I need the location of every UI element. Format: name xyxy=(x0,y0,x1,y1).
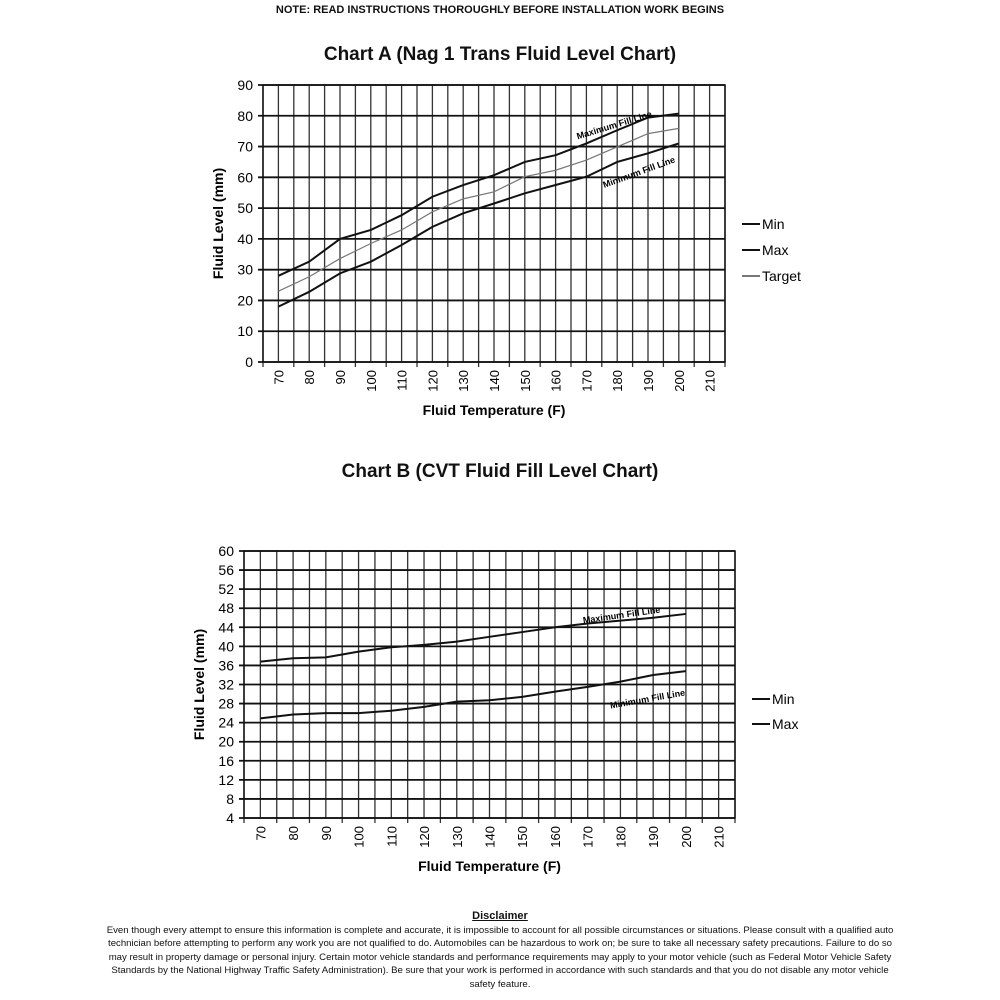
series-line-min xyxy=(260,670,687,720)
y-tick-label: 60 xyxy=(218,543,234,559)
y-tick-label: 50 xyxy=(237,200,253,216)
disclaimer-text: Even though every attempt to ensure this… xyxy=(106,924,894,990)
x-tick-label: 190 xyxy=(646,826,661,848)
y-tick-label: 48 xyxy=(218,600,234,616)
x-tick-label: 150 xyxy=(518,370,533,392)
x-tick-label: 160 xyxy=(549,370,564,392)
x-tick-label: 130 xyxy=(456,370,471,392)
x-tick-label: 80 xyxy=(302,370,317,384)
x-tick-label: 210 xyxy=(703,370,718,392)
x-tick-label: 170 xyxy=(581,826,596,848)
y-tick-label: 16 xyxy=(218,753,234,769)
x-tick-label: 170 xyxy=(579,370,594,392)
x-tick-label: 70 xyxy=(271,370,286,384)
x-tick-label: 80 xyxy=(286,826,301,840)
x-tick-label: 120 xyxy=(417,826,432,848)
x-tick-label: 90 xyxy=(333,370,348,384)
x-tick-label: 130 xyxy=(450,826,465,848)
x-tick-label: 140 xyxy=(487,370,502,392)
y-tick-label: 44 xyxy=(218,619,234,635)
plot-border xyxy=(243,550,736,819)
x-tick-label: 100 xyxy=(352,826,367,848)
y-tick-label: 24 xyxy=(218,715,234,731)
x-tick-label: 200 xyxy=(679,826,694,848)
series-line-target xyxy=(278,127,679,292)
y-tick-label: 40 xyxy=(218,638,234,654)
installation-note: NOTE: READ INSTRUCTIONS THOROUGHLY BEFOR… xyxy=(275,4,725,16)
chart-a: 0 10 20 30 40 50 60 70 80 90 70 80 90 100 110 120 130 140… xyxy=(210,77,801,418)
y-tick-label: 8 xyxy=(226,791,234,807)
x-tick-label: 140 xyxy=(483,826,498,848)
legend-label: Max xyxy=(762,242,788,258)
series-line-max xyxy=(277,112,679,277)
x-tick-label: 160 xyxy=(548,826,563,848)
x-tick-label: 100 xyxy=(364,370,379,392)
y-tick-label: 20 xyxy=(218,734,234,750)
y-tick-label: 28 xyxy=(218,696,234,712)
y-tick-label: 12 xyxy=(218,772,234,788)
x-tick-label: 180 xyxy=(613,826,628,848)
x-tick-label: 110 xyxy=(384,826,399,847)
chart-b-title: Chart B (CVT Fluid Fill Level Chart) xyxy=(341,461,659,482)
y-tick-label: 70 xyxy=(237,139,253,155)
x-tick-label: 120 xyxy=(425,370,440,392)
legend-label: Min xyxy=(772,691,795,707)
x-tick-label: 70 xyxy=(253,826,268,840)
disclaimer: Disclaimer Even though every attempt to … xyxy=(100,910,900,991)
x-tick-label: 150 xyxy=(515,826,530,848)
y-tick-label: 56 xyxy=(218,562,234,578)
y-tick-label: 60 xyxy=(237,169,253,185)
legend-label: Max xyxy=(772,716,798,732)
y-tick-label: 36 xyxy=(218,657,234,673)
x-tick-label: 90 xyxy=(319,826,334,840)
x-tick-label: 210 xyxy=(712,826,727,848)
x-axis-title: Fluid Temperature (F) xyxy=(418,858,561,874)
disclaimer-title: Disclaimer xyxy=(472,910,528,922)
series-line-max xyxy=(260,612,687,663)
plot-border xyxy=(262,84,726,363)
legend-label: Min xyxy=(762,216,785,232)
chart-a-title: Chart A (Nag 1 Trans Fluid Level Chart) xyxy=(323,44,677,65)
y-tick-label: 0 xyxy=(245,354,253,370)
y-tick-label: 20 xyxy=(237,292,253,308)
y-tick-label: 4 xyxy=(226,810,234,826)
x-axis-title: Fluid Temperature (F) xyxy=(423,402,566,418)
y-tick-label: 10 xyxy=(237,323,253,339)
y-tick-label: 40 xyxy=(237,231,253,247)
y-tick-label: 32 xyxy=(218,677,234,693)
y-tick-label: 90 xyxy=(237,77,253,93)
legend-label: Target xyxy=(762,268,801,284)
series-line-min xyxy=(277,142,680,308)
y-tick-label: 52 xyxy=(218,581,234,597)
x-tick-label: 180 xyxy=(610,370,625,392)
fill-line-annotation: Minimum Fill Line xyxy=(602,154,677,189)
x-tick-label: 200 xyxy=(672,370,687,392)
y-tick-label: 80 xyxy=(237,108,253,124)
x-tick-label: 190 xyxy=(641,370,656,392)
y-tick-label: 30 xyxy=(237,262,253,278)
y-axis-title: Fluid Level (mm) xyxy=(210,168,226,279)
x-tick-label: 110 xyxy=(395,370,410,391)
y-axis-title: Fluid Level (mm) xyxy=(191,629,207,740)
